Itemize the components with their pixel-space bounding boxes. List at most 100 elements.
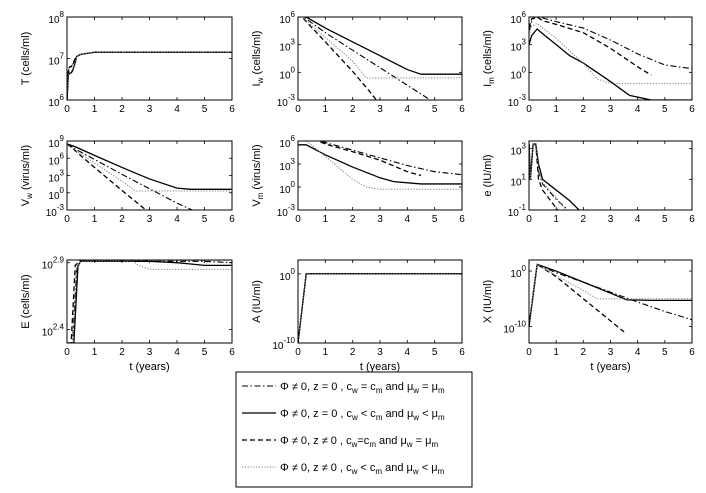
y-tick-label: 100	[279, 267, 295, 283]
series-line-solid	[304, 17, 462, 75]
series-line-dashed	[529, 263, 625, 333]
legend-label: Φ ≠ 0, z ≠ 0 , cw=cm and μw = μm	[280, 435, 438, 449]
series-line-solid	[529, 28, 692, 100]
x-tick-label: 3	[377, 214, 383, 225]
x-tick-label: 4	[635, 104, 641, 115]
series-line-dashed	[529, 17, 652, 76]
y-tick-label: 100	[48, 186, 64, 202]
y-tick-label: 103	[279, 38, 295, 54]
series-line-dashdot	[67, 51, 232, 100]
x-tick-label: 4	[174, 104, 180, 115]
y-axis-label: T (cells/ml)	[20, 32, 32, 86]
legend-box	[235, 371, 473, 488]
y-tick-label: 100	[510, 65, 526, 81]
y-tick-label: 108	[48, 10, 64, 26]
x-tick-label: 0	[295, 347, 301, 358]
axes-frame	[297, 140, 463, 211]
series-line-solid	[529, 263, 692, 327]
x-tick-label: 5	[432, 347, 438, 358]
x-tick-label: 0	[295, 104, 301, 115]
x-tick-label: 5	[202, 347, 208, 358]
x-tick-label: 2	[350, 214, 356, 225]
x-tick-label: 1	[323, 347, 329, 358]
legend: Φ ≠ 0, z = 0 , cw = cm and μw = μm Φ ≠ 0,…	[235, 371, 473, 488]
x-tick-label: 6	[229, 347, 235, 358]
x-tick-label: 3	[377, 104, 383, 115]
x-tick-label: 1	[92, 104, 98, 115]
legend-label: Φ ≠ 0, z = 0 , cw < cm and μw < μm	[280, 408, 445, 422]
series-line-solid	[529, 143, 580, 210]
y-tick-label: 10-3	[277, 93, 296, 109]
x-tick-label: 6	[459, 347, 465, 358]
x-tick-label: 1	[323, 104, 329, 115]
y-tick-label: 106	[279, 10, 295, 26]
y-tick-label: 106	[48, 151, 64, 167]
series-line-dashdot	[529, 143, 569, 210]
x-tick-label: 6	[229, 214, 235, 225]
y-tick-label: 106	[48, 93, 64, 109]
y-tick-label: 107	[48, 52, 64, 68]
series-line-dashed	[67, 51, 232, 100]
x-tick-label: 1	[553, 347, 559, 358]
x-tick-label: 3	[608, 347, 614, 358]
series-line-dashed	[67, 260, 232, 343]
y-axis-label: A (IU/ml)	[251, 280, 263, 323]
y-tick-label: 106	[510, 10, 526, 26]
x-tick-label: 2	[350, 104, 356, 115]
x-tick-label: 6	[689, 347, 695, 358]
axes-frame	[528, 259, 693, 344]
y-tick-label: 103	[510, 142, 526, 158]
series-line-solid	[298, 273, 462, 343]
x-tick-label: 3	[608, 104, 614, 115]
x-axis-label: t (years)	[129, 361, 169, 373]
x-axis-label: t (years)	[590, 361, 630, 373]
x-tick-label: 6	[459, 214, 465, 225]
series-line-dotted	[529, 263, 692, 327]
y-tick-label: 10-3	[46, 203, 65, 219]
x-tick-label: 2	[581, 104, 587, 115]
series-line-dashdot	[67, 260, 232, 343]
series-line-dashdot	[67, 143, 194, 210]
x-tick-label: 4	[635, 347, 641, 358]
x-tick-label: 6	[689, 214, 695, 225]
x-tick-label: 2	[119, 347, 125, 358]
x-tick-label: 5	[662, 104, 668, 115]
panel-A: 0 1 2 3 4 5 6 100 10-10 A (IU/ml) t (years)	[251, 259, 465, 373]
y-tick-label: 10-3	[508, 93, 527, 109]
axes-frame	[66, 259, 233, 344]
x-tick-label: 2	[119, 104, 125, 115]
x-tick-label: 4	[405, 347, 411, 358]
x-tick-label: 3	[147, 104, 153, 115]
x-tick-label: 5	[202, 104, 208, 115]
x-tick-label: 6	[229, 104, 235, 115]
x-tick-label: 1	[92, 214, 98, 225]
series-line-dotted	[298, 273, 462, 343]
axes-frame	[528, 16, 693, 101]
x-tick-label: 6	[459, 104, 465, 115]
series-line-solid	[67, 143, 232, 190]
x-tick-label: 5	[662, 347, 668, 358]
series-line-dashed	[316, 141, 422, 177]
y-axis-label: e (IU/ml)	[482, 154, 494, 196]
x-tick-label: 2	[581, 347, 587, 358]
x-tick-label: 4	[174, 347, 180, 358]
y-axis-label: X (IU/ml)	[482, 280, 494, 323]
x-tick-label: 0	[64, 347, 70, 358]
series-line-dotted	[303, 141, 462, 190]
y-tick-label: 100	[279, 180, 295, 196]
x-tick-label: 6	[689, 104, 695, 115]
x-tick-label: 0	[526, 104, 532, 115]
series-line-solid	[298, 144, 462, 185]
series-line-dashed	[529, 143, 559, 210]
x-tick-label: 2	[119, 214, 125, 225]
x-tick-label: 3	[147, 214, 153, 225]
x-tick-label: 4	[405, 104, 411, 115]
panel-e: 0 1 2 3 4 5 6 103 101 10-1 e (IU/ml)	[482, 140, 695, 225]
axes-frame	[297, 16, 463, 101]
axes-frame	[66, 140, 233, 211]
axes-frame	[66, 16, 233, 101]
y-tick-label: 102.9	[42, 256, 65, 272]
y-tick-label: 10-10	[503, 319, 526, 335]
